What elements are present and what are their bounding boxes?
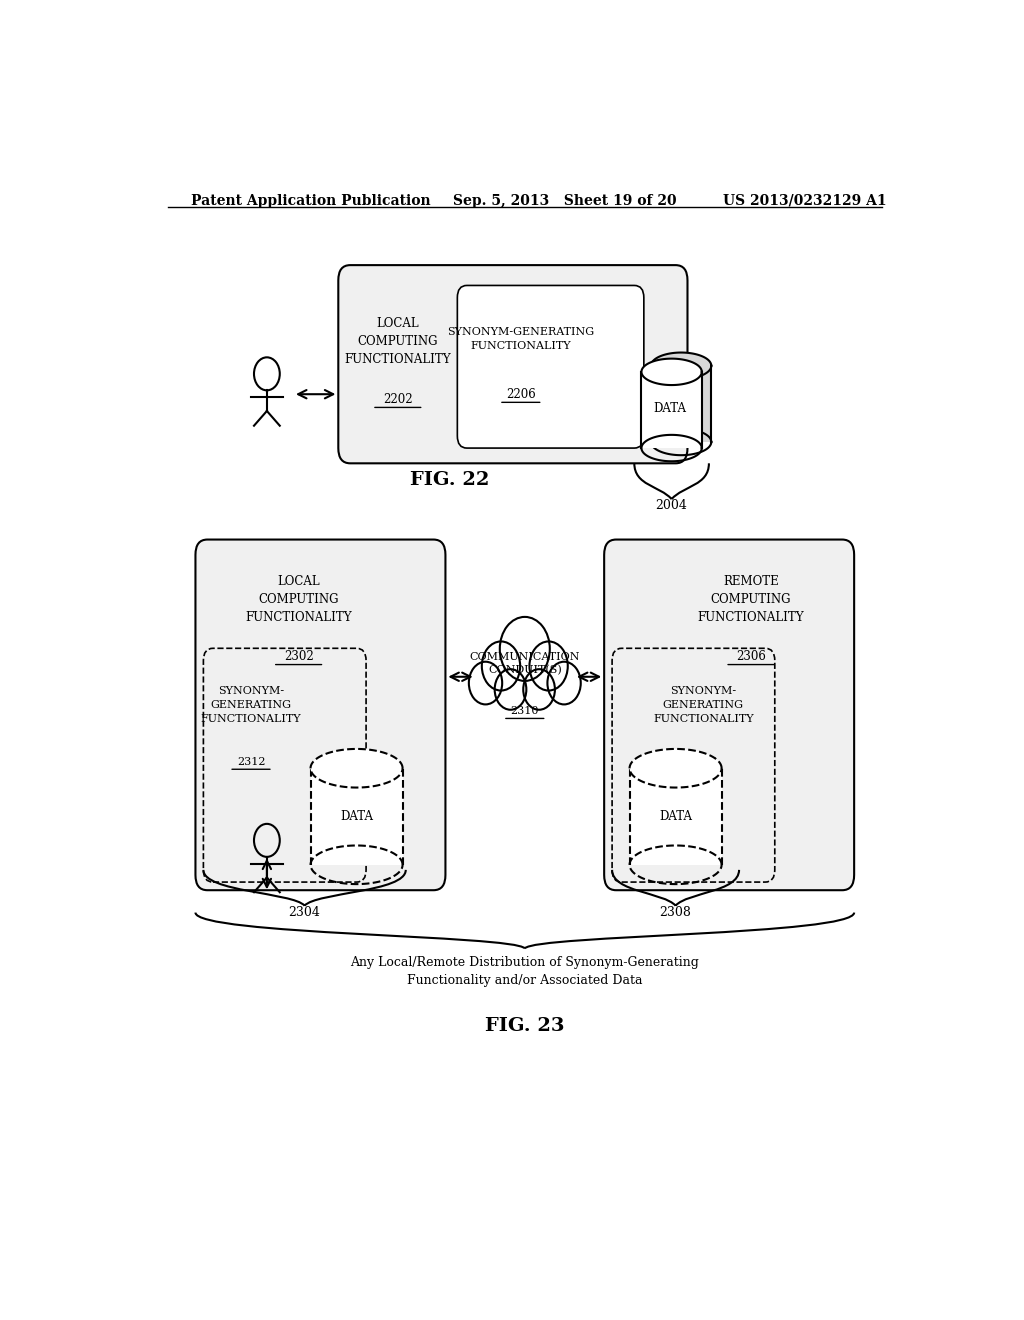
Polygon shape [641, 359, 701, 385]
Text: REMOTE
COMPUTING
FUNCTIONALITY: REMOTE COMPUTING FUNCTIONALITY [697, 576, 804, 624]
Text: 2308: 2308 [659, 907, 691, 920]
Text: FIG. 23: FIG. 23 [485, 1018, 564, 1035]
Polygon shape [651, 352, 712, 379]
Circle shape [529, 642, 567, 690]
Circle shape [469, 661, 502, 705]
FancyBboxPatch shape [338, 265, 687, 463]
Polygon shape [310, 768, 402, 865]
Text: 2304: 2304 [288, 907, 321, 920]
FancyBboxPatch shape [458, 285, 644, 447]
Text: DATA: DATA [340, 809, 373, 822]
Text: SYNONYM-GENERATING
FUNCTIONALITY: SYNONYM-GENERATING FUNCTIONALITY [447, 327, 594, 351]
Text: 2314: 2314 [689, 758, 718, 767]
Text: 2004: 2004 [655, 499, 687, 512]
Text: Patent Application Publication: Patent Application Publication [191, 194, 431, 209]
FancyBboxPatch shape [196, 540, 445, 890]
Circle shape [500, 616, 550, 681]
Text: COMMUNICATION
CONDUIT(S): COMMUNICATION CONDUIT(S) [470, 652, 580, 676]
Text: Any Local/Remote Distribution of Synonym-Generating
Functionality and/or Associa: Any Local/Remote Distribution of Synonym… [350, 956, 699, 987]
Text: Sep. 5, 2013   Sheet 19 of 20: Sep. 5, 2013 Sheet 19 of 20 [454, 194, 677, 209]
Polygon shape [641, 372, 701, 447]
Text: DATA: DATA [653, 401, 686, 414]
Text: 2302: 2302 [284, 649, 313, 663]
Text: LOCAL
COMPUTING
FUNCTIONALITY: LOCAL COMPUTING FUNCTIONALITY [344, 317, 452, 366]
Polygon shape [651, 366, 712, 442]
Text: 2202: 2202 [383, 393, 413, 405]
Circle shape [548, 661, 581, 705]
Text: SYNONYM-
GENERATING
FUNCTIONALITY: SYNONYM- GENERATING FUNCTIONALITY [201, 686, 301, 725]
Text: US 2013/0232129 A1: US 2013/0232129 A1 [723, 194, 887, 209]
Polygon shape [630, 748, 722, 788]
Text: SYNONYM-
GENERATING
FUNCTIONALITY: SYNONYM- GENERATING FUNCTIONALITY [653, 686, 754, 725]
Polygon shape [310, 748, 402, 788]
Text: 2306: 2306 [736, 649, 766, 663]
FancyBboxPatch shape [604, 540, 854, 890]
Circle shape [495, 669, 526, 710]
Text: 2206: 2206 [506, 388, 536, 401]
Text: DATA: DATA [659, 809, 692, 822]
Text: FIG. 22: FIG. 22 [410, 471, 489, 490]
Circle shape [523, 669, 555, 710]
Text: 2312: 2312 [237, 758, 265, 767]
Polygon shape [630, 768, 722, 865]
Circle shape [482, 642, 520, 690]
Text: LOCAL
COMPUTING
FUNCTIONALITY: LOCAL COMPUTING FUNCTIONALITY [246, 576, 352, 624]
Text: 2310: 2310 [511, 706, 539, 717]
